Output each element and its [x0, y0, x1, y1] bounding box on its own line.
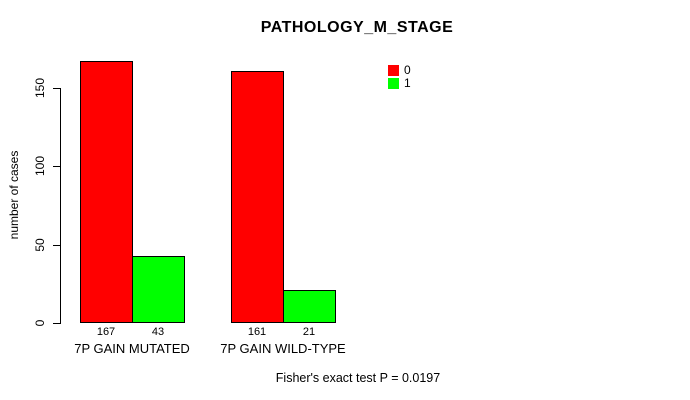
y-axis-tick-label: 0: [33, 319, 47, 327]
bar-0: [80, 61, 133, 323]
legend-label: 0: [404, 63, 411, 77]
category-label: 7P GAIN WILD-TYPE: [220, 341, 346, 356]
bar-value-label: 43: [151, 326, 165, 338]
legend-row: 0: [388, 64, 411, 76]
bar-value-label: 167: [96, 326, 116, 338]
y-axis-label: number of cases: [7, 150, 21, 240]
bar-0: [231, 71, 284, 323]
legend-swatch-icon: [388, 77, 399, 89]
y-axis-tick: [53, 245, 61, 246]
bar-1: [283, 290, 336, 323]
category-label: 7P GAIN MUTATED: [74, 341, 190, 356]
legend-swatch-icon: [388, 64, 399, 76]
y-axis-tick: [53, 323, 61, 324]
bar-value-label: 21: [302, 326, 316, 338]
legend-row: 1: [388, 77, 411, 89]
y-axis-tick-label: 150: [33, 77, 47, 99]
y-axis-line: [60, 88, 61, 324]
y-axis-tick: [53, 166, 61, 167]
y-axis-tick-label: 100: [33, 155, 47, 177]
bar-1: [132, 256, 185, 323]
bar-value-label: 161: [247, 326, 267, 338]
legend-label: 1: [404, 76, 411, 90]
y-axis-tick: [53, 88, 61, 89]
chart-title: PATHOLOGY_M_STAGE: [260, 19, 454, 36]
stats-note: Fisher's exact test P = 0.0197: [275, 371, 441, 385]
y-axis-tick-label: 50: [33, 238, 47, 252]
